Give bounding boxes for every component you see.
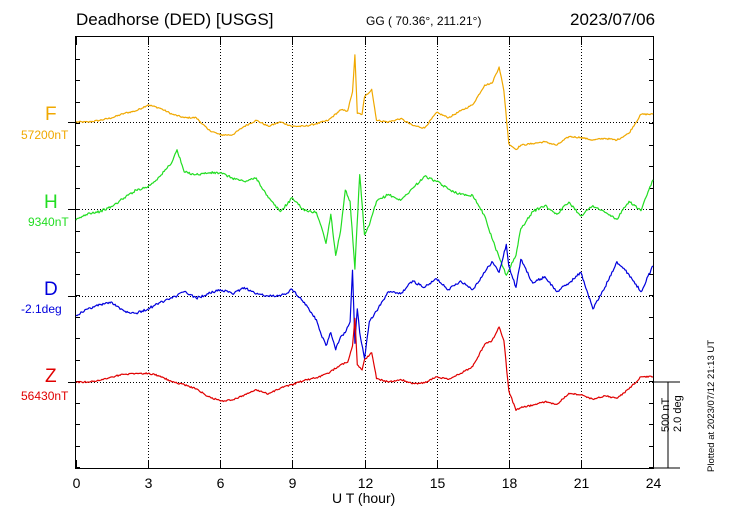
x-tick-label-0: 0: [73, 475, 81, 491]
x-tick-label-3: 3: [145, 475, 153, 491]
x-tick-label-9: 9: [289, 475, 297, 491]
series-label-f: F: [45, 104, 57, 125]
baseline-lines: [68, 122, 653, 383]
plotted-timestamp: Plotted at 2023/07/12 21:13 UT: [706, 339, 717, 472]
trace-f: [75, 54, 654, 151]
chart-date: 2023/07/06: [570, 10, 656, 29]
axis-ticks: [76, 37, 654, 468]
geographic-coordinates: GG ( 70.36°, 211.21°): [366, 14, 482, 28]
scale-bar-label: 500 nT 2.0 deg: [660, 395, 684, 432]
trace-d: [75, 243, 654, 359]
series-baseline-d: -2.1deg: [21, 302, 62, 316]
x-tick-label-24: 24: [646, 475, 662, 491]
trace-z: [76, 317, 654, 411]
scale-deg: 2.0 deg: [672, 395, 684, 432]
x-tick-label-6: 6: [217, 475, 225, 491]
traces: [75, 54, 654, 411]
x-tick-label-12: 12: [358, 475, 374, 491]
x-tick-label-18: 18: [502, 475, 518, 491]
series-label-h: H: [44, 192, 58, 213]
series-baseline-h: 9340nT: [28, 215, 69, 229]
scale-nt: 500 nT: [660, 397, 672, 432]
series-label-z: Z: [45, 366, 57, 387]
station-title: Deadhorse (DED) [USGS]: [76, 10, 274, 29]
plot-frame: [75, 36, 654, 469]
scale-bar: [653, 381, 680, 469]
trace-h: [75, 149, 654, 276]
x-tick-labels: 0 3 6 9 12 15 18 21 24: [73, 475, 662, 491]
series-baseline-f: 57200nT: [21, 128, 69, 142]
x-tick-label-15: 15: [430, 475, 446, 491]
series-baseline-z: 56430nT: [21, 389, 69, 403]
x-tick-label-21: 21: [574, 475, 590, 491]
x-axis-label: U T (hour): [332, 490, 396, 506]
series-label-d: D: [44, 279, 58, 300]
